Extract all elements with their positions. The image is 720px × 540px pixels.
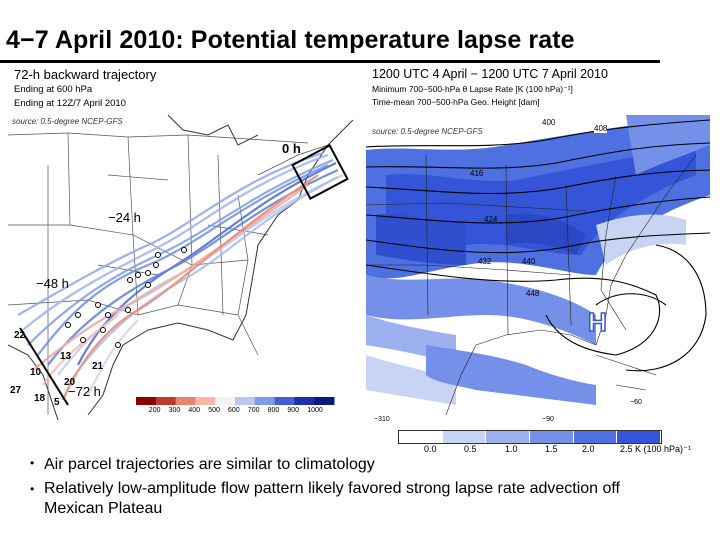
colorbar-tick-label: 900 — [287, 407, 300, 414]
slide-title: 4−7 April 2010: Potential temperature la… — [6, 26, 575, 54]
lapse-rate-map-graphic — [366, 115, 710, 416]
contour-label: 424 — [484, 215, 498, 224]
pressure-colorbar — [136, 397, 335, 405]
colorbar-tick-label: 1.0 — [505, 444, 518, 454]
colorbar-tick-label: 200 — [148, 407, 161, 414]
contour-label: 416 — [470, 169, 484, 178]
colorbar-swatch — [195, 397, 216, 405]
point-label: 18 — [34, 393, 46, 404]
end-box — [291, 144, 349, 200]
lapse-rate-shading — [366, 115, 710, 405]
colorbar-tick-label: 800 — [267, 407, 280, 414]
right-subtitle-1: Minimum 700−500-hPa θ Lapse Rate [K (100… — [372, 84, 573, 94]
contour-label: −90 — [542, 416, 554, 423]
lapse-rate-map: source: 0.5-degree NCEP-GFS 400 408 416 … — [366, 115, 710, 425]
bullet-item: • Relatively low-amplitude flow pattern … — [30, 479, 684, 519]
title-rule — [0, 60, 660, 63]
contour-label: −310 — [374, 416, 390, 423]
colorbar-swatch — [274, 397, 295, 405]
colorbar-tick-label: 300 — [168, 407, 181, 414]
contour-label: 448 — [526, 289, 540, 298]
label-minus48h: −48 h — [36, 276, 69, 291]
label-minus72h: −72 h — [68, 384, 101, 399]
colorbar-swatch — [215, 397, 236, 405]
colorbar-swatch — [175, 397, 196, 405]
point-label: 13 — [60, 351, 72, 362]
point-label: 21 — [92, 361, 104, 372]
trajectory-markers — [65, 247, 187, 348]
colorbar-swatch — [486, 431, 531, 443]
colorbar-tick-label: 1.5 — [545, 444, 558, 454]
contour-label: 400 — [542, 118, 556, 127]
point-label: 20 — [64, 377, 76, 388]
height-contours — [366, 119, 710, 372]
colorbar-tick-label: 0.5 — [464, 444, 477, 454]
bullet-item: • Air parcel trajectories are similar to… — [30, 456, 375, 474]
colorbar-tick-label: 500 — [208, 407, 220, 414]
colorbar-swatch — [617, 431, 662, 443]
colorbar-tick-label: 0.0 — [424, 444, 437, 454]
trajectory-map: source: 0.5-degree NCEP-GFS 0 h −24 h −4… — [8, 115, 356, 420]
colorbar-tick-label: 2.5 K (100 hPa)⁻¹ — [620, 444, 691, 454]
colorbar-tick-label: 600 — [228, 407, 240, 414]
contour-label: 408 — [594, 124, 608, 133]
colorbar-tick-label: 400 — [188, 407, 201, 414]
colorbar-tick-label: 700 — [247, 407, 260, 414]
colorbar-swatch — [314, 397, 335, 405]
bullet-text: Air parcel trajectories are similar to c… — [44, 456, 375, 473]
start-line — [19, 327, 69, 406]
high-pressure-label: H — [587, 306, 607, 338]
trajectory-map-graphic — [8, 115, 354, 420]
label-minus24h: −24 h — [108, 210, 141, 225]
left-heading: 72-h backward trajectory — [14, 67, 157, 82]
left-subtitle-1: Ending at 600 hPa — [14, 84, 93, 95]
left-source: source: 0.5-degree NCEP-GFS — [12, 117, 123, 126]
bullet-text: Relatively low-amplitude flow pattern li… — [44, 480, 620, 517]
colorbar-swatch — [530, 431, 574, 443]
bullet-marker: • — [30, 456, 35, 470]
colorbar-tick-label: 2.0 — [582, 444, 595, 454]
colorbar-swatch — [442, 431, 487, 443]
bullet-marker: • — [30, 482, 35, 496]
point-label: 5 — [54, 397, 60, 408]
left-subtitle-2: Ending at 12Z/7 April 2010 — [14, 98, 126, 109]
right-source: source: 0.5-degree NCEP-GFS — [372, 127, 483, 136]
point-label: 22 — [14, 330, 26, 341]
colorbar-swatch — [573, 431, 618, 443]
colorbar-swatch — [294, 397, 315, 405]
right-heading: 1200 UTC 4 April − 1200 UTC 7 April 2010 — [372, 67, 608, 81]
contour-label: 432 — [478, 257, 492, 266]
contour-label: 440 — [522, 257, 536, 266]
colorbar-tick-label: 1000 — [307, 407, 323, 414]
point-label: 10 — [30, 367, 42, 378]
label-0h: 0 h — [282, 141, 301, 156]
right-colorbar — [398, 430, 662, 444]
colorbar-swatch — [155, 397, 177, 405]
point-label: 27 — [10, 385, 22, 396]
right-subtitle-2: Time-mean 700−500-hPa Geo. Height [dam] — [372, 97, 540, 107]
contour-label: −60 — [630, 399, 642, 406]
map-boundaries — [366, 154, 697, 416]
colorbar-swatch — [399, 431, 443, 443]
colorbar-swatch — [254, 397, 276, 405]
colorbar-swatch — [136, 397, 157, 405]
colorbar-swatch — [235, 397, 256, 405]
